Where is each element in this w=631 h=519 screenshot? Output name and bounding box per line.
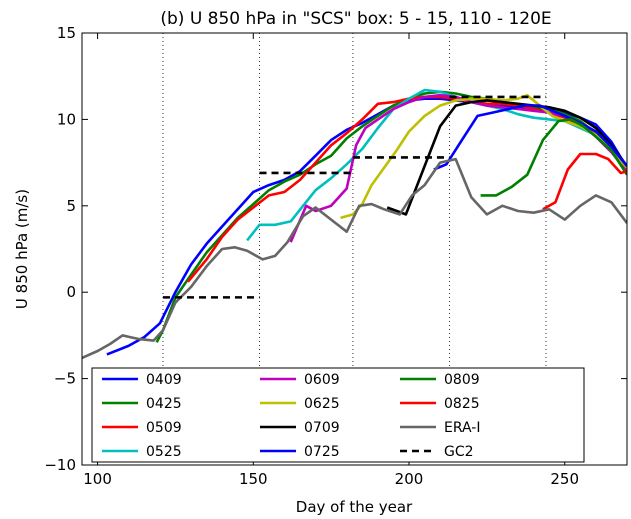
series-0625-line — [340, 93, 627, 220]
plot-frame — [81, 32, 628, 466]
x-tick-label-3: 250 — [550, 470, 579, 488]
series-layer — [82, 88, 627, 360]
series-0725-line — [433, 104, 627, 171]
x-tick-label-2: 200 — [395, 470, 424, 488]
series-era-i-line — [82, 157, 627, 360]
chart-title: (b) U 850 hPa in "SCS" box: 5 - 15, 110 … — [160, 9, 551, 29]
legend-label-gc2: GC2 — [444, 444, 474, 460]
legend-label-0725: 0725 — [304, 444, 340, 460]
legend-label-era-i: ERA-I — [444, 420, 480, 436]
y-tick-label-2: 0 — [66, 283, 76, 301]
legend-label-0509: 0509 — [146, 420, 182, 436]
x-axis-label: Day of the year — [296, 498, 413, 516]
legend-box — [91, 367, 585, 463]
series-0709-line — [386, 99, 627, 216]
x-tick-label-0: 100 — [83, 470, 112, 488]
legend-label-0625: 0625 — [304, 396, 340, 412]
legend-label-0809: 0809 — [444, 372, 480, 388]
y-tick-label-1: −5 — [54, 370, 76, 388]
legend-label-0609: 0609 — [304, 372, 340, 388]
y-tick-label-4: 10 — [57, 110, 76, 128]
y-axis-label: U 850 hPa (m/s) — [13, 189, 31, 309]
y-tick-label-3: 5 — [66, 197, 76, 215]
legend-label-0709: 0709 — [304, 420, 340, 436]
legend: 0409 0425 0509 0525 0609 0625 0709 0725 0809 0825… — [91, 367, 585, 463]
y-tick-label-0: −10 — [44, 456, 76, 474]
y-tick-label-5: 15 — [57, 24, 76, 42]
series-0825-line — [542, 152, 627, 211]
axis-ticks: 100 150 200 250 −10 −5 0 5 10 15 — [44, 24, 627, 488]
legend-label-0409: 0409 — [146, 372, 182, 388]
series-0809-line — [480, 118, 627, 197]
legend-label-0825: 0825 — [444, 396, 480, 412]
legend-label-0425: 0425 — [146, 396, 182, 412]
legend-label-0525: 0525 — [146, 444, 182, 460]
x-tick-label-1: 150 — [239, 470, 268, 488]
